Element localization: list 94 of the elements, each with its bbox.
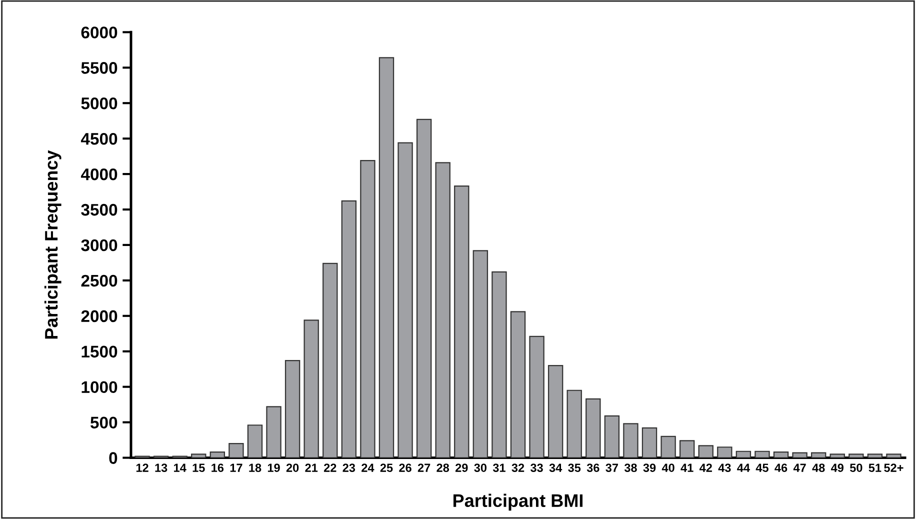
x-tick-label: 35	[568, 464, 581, 472]
x-tick-label: 37	[606, 464, 618, 472]
bar	[717, 446, 732, 458]
bar	[754, 450, 770, 458]
x-tick-label: 43	[718, 464, 731, 472]
x-tick-label: 12	[136, 464, 148, 472]
bar	[623, 423, 638, 458]
y-tick-label: 6000	[81, 26, 118, 38]
x-tick-label: 46	[774, 464, 788, 472]
x-tick-label: 52+	[884, 464, 904, 472]
bar	[492, 271, 507, 458]
x-tick-label: 49	[830, 464, 844, 472]
x-axis-title: Participant BMI	[453, 494, 583, 511]
x-tick-label: 24	[362, 464, 374, 472]
y-tick-label: 2500	[81, 274, 118, 287]
bar	[247, 424, 263, 458]
x-tick-label: 47	[793, 464, 806, 472]
bar	[867, 454, 883, 458]
x-tick-label: 13	[155, 464, 168, 472]
bar	[304, 320, 319, 458]
bar	[679, 440, 695, 458]
x-tick-label: 27	[418, 464, 430, 472]
bar	[416, 118, 432, 458]
bar	[886, 454, 902, 458]
bar	[660, 436, 676, 458]
y-tick-label: 4500	[80, 132, 118, 145]
bar	[378, 57, 394, 458]
y-tick-label: 500	[90, 416, 118, 428]
bar	[322, 262, 338, 458]
x-tick-label: 31	[492, 464, 506, 472]
bar	[228, 443, 244, 458]
y-tick-label: 1500	[82, 346, 118, 358]
bar	[736, 450, 752, 458]
x-tick-label: 45	[756, 464, 768, 472]
bar	[472, 250, 488, 458]
x-tick-label: 14	[174, 464, 186, 472]
x-tick-label: 21	[305, 464, 318, 472]
bar	[792, 452, 808, 458]
x-tick-label: 39	[643, 464, 656, 472]
x-tick-label: 17	[230, 464, 242, 472]
y-tick-label: 3500	[81, 204, 118, 216]
x-tick-label: 32	[512, 464, 524, 472]
x-tick-label: 42	[699, 464, 712, 472]
y-tick-label: 0	[109, 452, 118, 464]
x-tick-label: 33	[530, 464, 543, 472]
bar	[548, 364, 564, 458]
y-axis-title: Participant Frequency	[44, 150, 62, 339]
y-tick-label: 2000	[81, 310, 118, 322]
bar	[773, 452, 789, 458]
x-tick-label: 26	[399, 464, 412, 472]
x-tick-label: 48	[812, 464, 825, 472]
bar	[566, 390, 582, 458]
bar	[510, 311, 526, 458]
bar	[284, 360, 300, 458]
x-tick-label: 23	[342, 464, 356, 472]
y-tick-label: 5000	[81, 98, 118, 110]
x-tick-label: 15	[192, 464, 205, 472]
x-tick-label: 44	[737, 464, 750, 472]
x-tick-label: 34	[549, 464, 562, 472]
bar	[360, 160, 376, 458]
bar	[435, 162, 450, 458]
bar	[586, 398, 601, 458]
y-tick-label: 4000	[80, 168, 118, 180]
bar	[266, 406, 282, 458]
x-tick-label: 19	[268, 464, 280, 472]
x-tick-label: 30	[474, 464, 487, 472]
bar	[698, 445, 714, 458]
x-tick-label: 29	[455, 464, 468, 472]
bar	[191, 454, 206, 458]
bar	[830, 454, 845, 458]
bar	[341, 200, 357, 458]
bar	[210, 452, 226, 458]
bar	[398, 142, 413, 458]
bar	[848, 454, 864, 458]
x-tick-label: 41	[680, 464, 694, 472]
y-tick-label: 5500	[81, 62, 118, 74]
x-tick-label: 36	[586, 464, 600, 472]
x-tick-label: 18	[249, 464, 262, 472]
y-tick-label: 3000	[81, 239, 118, 252]
x-tick-label: 25	[380, 464, 393, 472]
bar	[454, 186, 470, 458]
x-tick-label: 28	[436, 464, 450, 472]
bar	[604, 415, 620, 458]
x-tick-label: 40	[662, 464, 674, 472]
bar	[529, 336, 544, 458]
y-tick-label: 1000	[82, 381, 118, 394]
bar	[642, 427, 658, 458]
x-tick-label: 20	[286, 464, 299, 472]
x-tick-label: 16	[212, 464, 224, 472]
x-tick-label: 22	[324, 464, 336, 472]
x-tick-label: 51	[868, 464, 882, 472]
bar	[810, 452, 826, 458]
x-tick-label: 38	[624, 464, 637, 472]
x-tick-label: 50	[850, 464, 862, 472]
